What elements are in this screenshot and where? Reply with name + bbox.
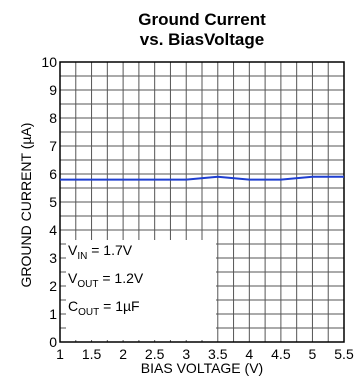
y-tick-label: 2: [49, 278, 57, 294]
annotation-vin: VIN = 1.7V: [68, 242, 133, 262]
y-tick-label: 9: [49, 82, 57, 98]
series-line: [60, 175, 344, 181]
y-tick-label: 7: [49, 138, 57, 154]
y-tick-label: 5: [49, 194, 57, 210]
y-tick-label: 4: [49, 222, 57, 238]
conditions-annotation: VIN = 1.7V VOUT = 1.2V COUT = 1µF: [66, 240, 216, 340]
x-tick-label: 3.5: [208, 346, 228, 362]
x-tick-label: 3: [182, 346, 190, 362]
x-tick-label: 2.5: [145, 346, 165, 362]
chart-title: Ground Current: [138, 10, 266, 29]
x-axis-label: BIAS VOLTAGE (V): [140, 360, 264, 376]
y-tick-label: 3: [49, 250, 57, 266]
x-tick-label: 2: [119, 346, 127, 362]
x-tick-label: 4: [245, 346, 253, 362]
x-tick-label: 5: [309, 346, 317, 362]
annotation-vout: VOUT = 1.2V: [68, 270, 144, 290]
y-axis-label: GROUND CURRENT (µA): [18, 122, 34, 288]
y-tick-label: 8: [49, 110, 57, 126]
y-tick-label: 1: [49, 306, 57, 322]
x-tick-label: 1: [56, 346, 64, 362]
y-tick-label: 6: [49, 166, 57, 182]
y-tick-label: 0: [49, 334, 57, 350]
plot-frame: [59, 61, 345, 343]
x-tick-label: 4.5: [271, 346, 291, 362]
y-tick-label: 10: [41, 54, 57, 70]
annotation-cout: COUT = 1µF: [68, 298, 140, 318]
x-tick-label: 5.5: [334, 346, 354, 362]
chart-subtitle: vs. BiasVoltage: [139, 30, 265, 49]
x-tick-label: 1.5: [82, 346, 102, 362]
